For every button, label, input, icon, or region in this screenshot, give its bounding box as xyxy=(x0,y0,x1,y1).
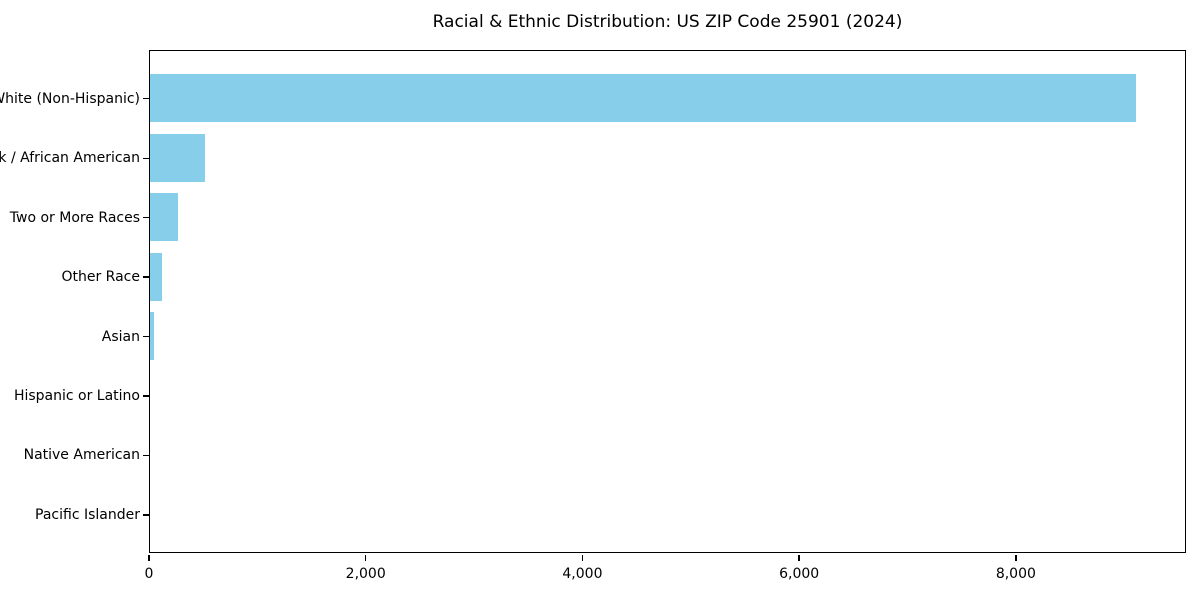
x-tick-mark xyxy=(148,554,150,561)
chart-title: Racial & Ethnic Distribution: US ZIP Cod… xyxy=(432,12,903,32)
y-tick-mark xyxy=(143,514,149,516)
y-tick-label: Pacific Islander xyxy=(35,506,140,523)
y-tick-label: Black / African American xyxy=(0,150,140,167)
x-tick-label: 4,000 xyxy=(562,566,603,582)
y-tick-mark xyxy=(143,98,149,100)
bar xyxy=(150,312,154,361)
y-tick-mark xyxy=(143,395,149,397)
y-tick-mark xyxy=(143,157,149,159)
y-tick-label: Native American xyxy=(23,447,140,464)
x-tick-mark xyxy=(798,554,800,561)
y-tick-mark xyxy=(143,216,149,219)
y-tick-label: Asian xyxy=(101,328,140,345)
x-tick-label: 0 xyxy=(144,566,154,582)
bar xyxy=(150,193,178,242)
x-tick-label: 6,000 xyxy=(779,566,820,582)
bar xyxy=(150,74,1137,123)
bar xyxy=(150,252,162,301)
y-tick-mark xyxy=(143,454,149,457)
x-tick-label: 8,000 xyxy=(995,566,1036,582)
y-tick-label: White (Non-Hispanic) xyxy=(0,90,140,107)
x-tick-mark xyxy=(581,554,584,561)
y-tick-mark xyxy=(143,335,149,338)
y-tick-label: Two or More Races xyxy=(9,209,140,226)
y-tick-label: Hispanic or Latino xyxy=(13,387,140,404)
x-tick-mark xyxy=(365,554,367,561)
y-tick-mark xyxy=(143,276,149,278)
x-tick-mark xyxy=(1015,554,1017,561)
y-tick-label: Other Race xyxy=(61,269,140,286)
bar xyxy=(150,133,206,182)
plot-area xyxy=(149,50,1186,553)
x-tick-label: 2,000 xyxy=(345,566,386,582)
